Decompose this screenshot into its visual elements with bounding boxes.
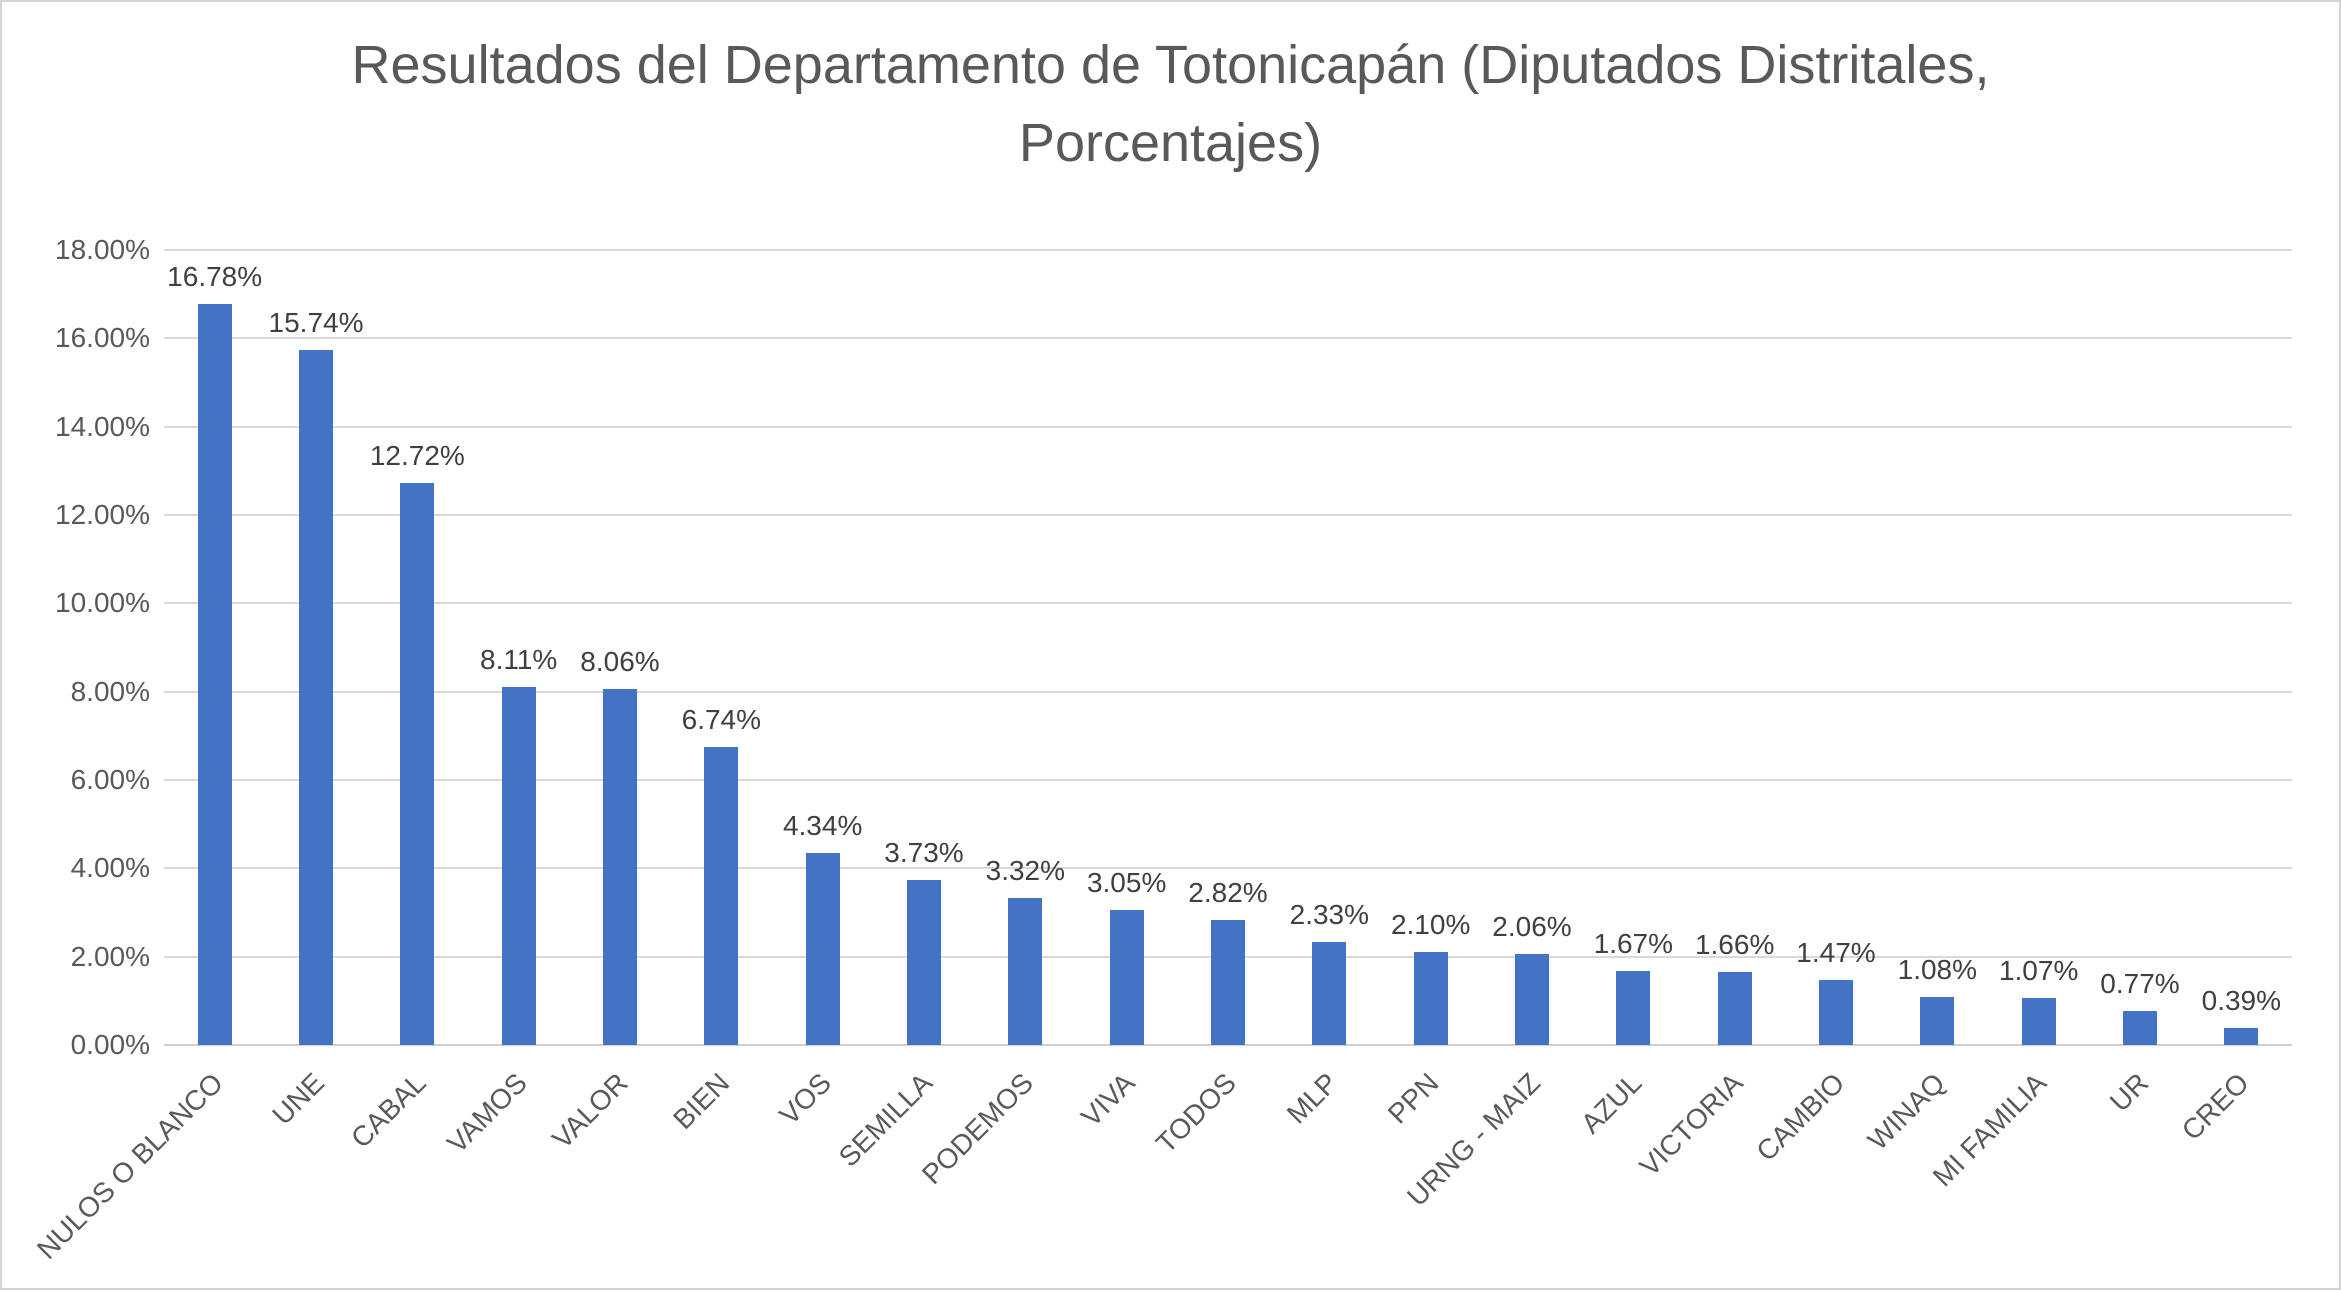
y-axis-tick-label: 12.00% <box>55 499 150 530</box>
bar-todos <box>1211 920 1245 1045</box>
gridline <box>164 602 2292 605</box>
plot-area: 16.78% 15.74% 12.72% 8.11% 8.06% 6.74% 4.34% 3.… <box>164 250 2292 1045</box>
x-axis-category-label: TODOS <box>1149 1067 1242 1159</box>
gridline <box>164 779 2292 781</box>
bar-nulos-o-blanco <box>197 303 232 1045</box>
y-axis-tick-label: 0.00% <box>70 1029 150 1060</box>
gridline <box>164 690 2292 693</box>
x-axis-category-label: VAMOS <box>440 1067 533 1159</box>
y-axis-tick-label: 14.00% <box>55 410 150 442</box>
bar-podemos <box>1008 898 1043 1045</box>
bar-value-label: 2.06% <box>1492 911 1572 943</box>
bar-victoria <box>1717 971 1752 1045</box>
x-axis-category-label: BIEN <box>667 1067 736 1136</box>
x-axis-category-label: VOS <box>772 1067 837 1131</box>
gridline <box>164 337 2292 340</box>
bar-value-label: 2.82% <box>1188 877 1268 909</box>
bar-une <box>299 349 333 1045</box>
bar-valor <box>603 689 637 1045</box>
bar-value-label: 2.33% <box>1289 899 1370 931</box>
gridline <box>164 1044 2292 1046</box>
bar-cambio <box>1819 980 1853 1045</box>
bar-mlp <box>1312 942 1347 1045</box>
x-axis-category-label: UR <box>2103 1067 2154 1118</box>
bar-value-label: 0.39% <box>2201 984 2282 1016</box>
bar-value-label: 12.72% <box>369 440 465 472</box>
x-axis-category-label: MLP <box>1280 1067 1344 1130</box>
bar-value-label: 3.05% <box>1086 867 1167 899</box>
y-axis-tick-label: 2.00% <box>70 940 150 972</box>
x-axis-category-label: VICTORIA <box>1633 1067 1749 1183</box>
y-axis-tick-label: 8.00% <box>70 675 150 707</box>
y-axis-tick-label: 6.00% <box>70 764 150 795</box>
bar-value-label: 15.74% <box>268 306 364 338</box>
bar-value-label: 1.08% <box>1897 954 1978 986</box>
bar-winaq <box>1920 997 1955 1045</box>
bar-value-label: 1.67% <box>1593 928 1674 960</box>
gridline <box>164 867 2292 870</box>
bar-value-label: 6.74% <box>681 704 762 736</box>
x-axis-category-label: UNE <box>266 1067 330 1131</box>
y-axis-tick-label: 4.00% <box>70 852 150 884</box>
x-axis-category-label: VIVA <box>1075 1067 1141 1133</box>
bar-mi-familia <box>2021 997 2056 1045</box>
bar-bien <box>704 747 739 1045</box>
bar-viva <box>1109 910 1144 1045</box>
bar-semilla <box>907 880 941 1045</box>
x-axis-category-label: CABAL <box>344 1067 432 1154</box>
x-axis-labels: NULOS O BLANCO UNE CABAL VAMOS VALOR BIEN VOS S… <box>31 1067 2292 1292</box>
x-axis-category-label: WINAQ <box>1862 1067 1952 1157</box>
bar-ur <box>2123 1011 2157 1045</box>
bar-value-label: 1.07% <box>1998 954 2079 986</box>
bar-value-label: 0.77% <box>2100 968 2180 999</box>
bar-vos <box>805 853 840 1045</box>
x-axis-category-label: SEMILLA <box>832 1067 938 1173</box>
chart-title-line-2: Porcentajes) <box>1018 113 1323 173</box>
x-axis-category-label: PPN <box>1381 1067 1445 1130</box>
bar-ppn <box>1413 952 1448 1045</box>
bar-value-label: 2.10% <box>1390 909 1471 941</box>
chart-title-line-1: Resultados del Departamento de Totonicap… <box>351 35 1990 95</box>
bar-creo <box>2224 1027 2259 1045</box>
bar-value-label: 1.66% <box>1694 928 1775 960</box>
gridline <box>164 249 2292 251</box>
chart-title: Resultados del Departamento de Totonicap… <box>2 26 2339 182</box>
x-axis-category-label: VALOR <box>546 1067 634 1155</box>
bar-azul <box>1616 971 1651 1045</box>
bar-value-label: 3.32% <box>985 855 1066 887</box>
bar-cabal <box>400 483 435 1045</box>
bar-value-label: 4.34% <box>782 810 863 842</box>
bar-value-label: 8.11% <box>479 643 558 675</box>
y-axis-tick-label: 16.00% <box>55 322 150 354</box>
bar-value-label: 16.78% <box>167 260 263 292</box>
bar-value-label: 1.47% <box>1796 937 1876 969</box>
bar-value-label: 3.73% <box>884 837 964 869</box>
y-axis-tick-label: 18.00% <box>55 234 150 265</box>
x-axis-category-label: NULOS O BLANCO <box>30 1067 229 1265</box>
x-axis-category-label: AZUL <box>1574 1067 1648 1140</box>
y-axis-tick-label: 10.00% <box>55 587 150 619</box>
gridline <box>164 514 2292 516</box>
gridline <box>164 425 2292 428</box>
bar-vamos <box>501 686 536 1045</box>
bar-value-label: 8.06% <box>580 646 660 678</box>
x-axis-category-label: CREO <box>2176 1067 2256 1147</box>
bar-urng-maiz <box>1515 954 1549 1045</box>
x-axis-category-label: CAMBIO <box>1749 1067 1850 1168</box>
